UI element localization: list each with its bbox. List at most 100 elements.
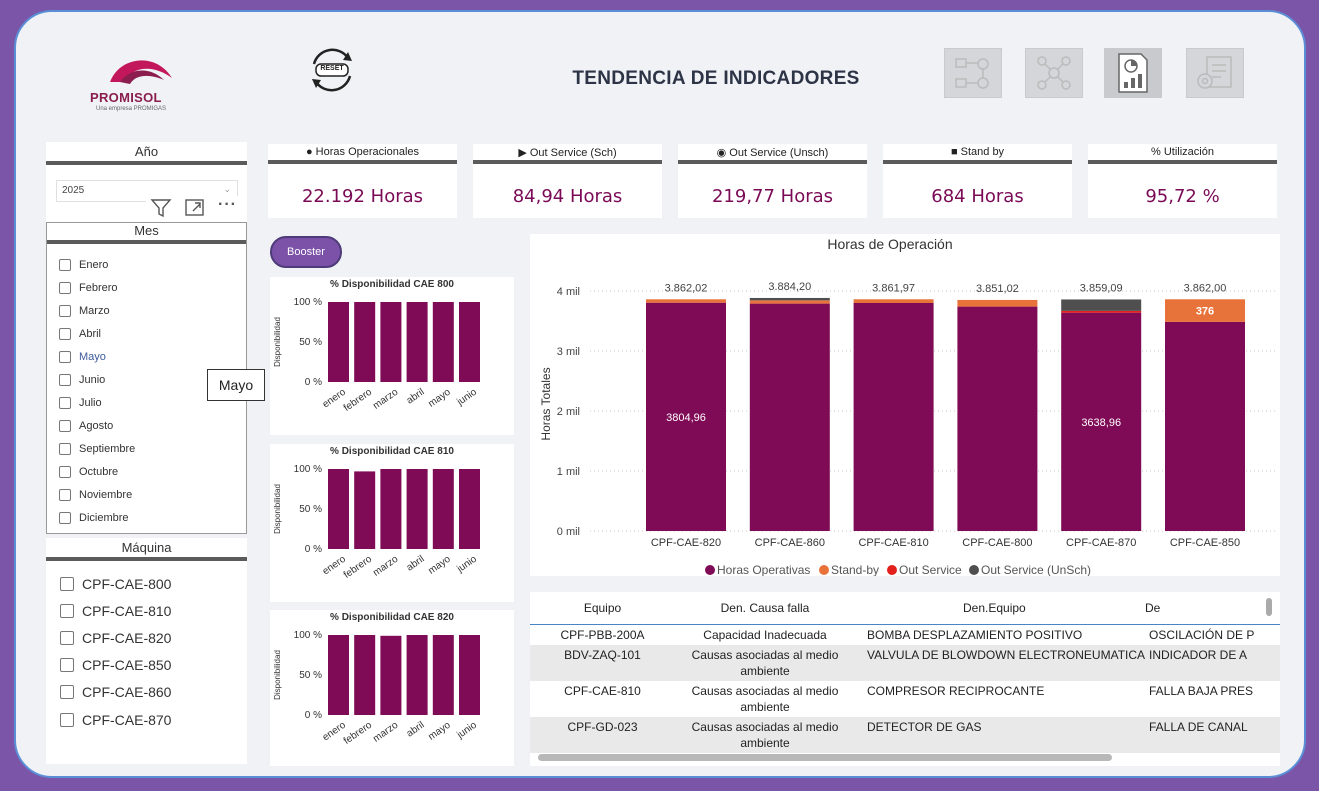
operation-hours-svg: Horas de Operación Horas Totales 0 mil 1 mi… (539, 236, 1275, 577)
checkbox-icon[interactable] (59, 465, 71, 478)
table-cell: CPF-CAE-810 (564, 683, 641, 698)
month-option[interactable]: Abril (59, 322, 246, 345)
table-row[interactable]: CPF-GD-023 Causas asociadas al medio ambi… (530, 716, 1280, 753)
kpi-value: 84,94 Horas (512, 186, 623, 207)
checkbox-icon[interactable] (59, 281, 71, 294)
availability-bar (380, 469, 402, 549)
machine-slicer-title: Máquina (121, 540, 172, 555)
checkbox-icon[interactable] (59, 350, 71, 363)
x-tick-label: marzo (371, 719, 400, 744)
checkbox-icon[interactable] (60, 712, 74, 727)
machine-option[interactable]: CPF-CAE-850 (60, 652, 247, 679)
logo-subtitle: Una empresa PROMIGAS (96, 106, 167, 112)
machine-option[interactable]: CPF-CAE-810 (60, 597, 247, 624)
machine-option[interactable]: CPF-CAE-820 (60, 624, 247, 651)
month-option[interactable]: Noviembre (59, 483, 246, 506)
machine-option[interactable]: CPF-CAE-870 (60, 706, 247, 733)
availability-bar (328, 302, 349, 382)
checkbox-icon[interactable] (59, 419, 71, 432)
checkbox-icon[interactable] (60, 630, 74, 645)
chevron-down-icon: ⌄ (223, 184, 231, 194)
table-cell: VALVULA DE BLOWDOWN ELECTRONEUMATICA (855, 644, 1145, 681)
nav-people-button[interactable] (1025, 48, 1083, 98)
bar-total-label: 3.862,02 (665, 282, 708, 294)
availability-bar (354, 302, 376, 382)
logo-text: PROMISOL (90, 90, 162, 105)
checkbox-icon[interactable] (59, 304, 71, 317)
month-option[interactable]: Marzo (59, 299, 246, 322)
machine-option-label: CPF-CAE-860 (82, 684, 172, 701)
table-column-header[interactable]: Equipo (583, 600, 622, 615)
logo-swoosh-icon (110, 60, 172, 84)
table-cell: Capacidad Inadecuada (703, 627, 827, 642)
gear-document-icon (1197, 56, 1232, 89)
month-option[interactable]: Octubre (59, 460, 246, 483)
machine-option[interactable]: CPF-CAE-800 (60, 570, 247, 597)
table-column-header[interactable]: Den. Causa falla (720, 600, 810, 615)
reset-label: RESET (320, 65, 344, 72)
table-column-header[interactable]: De (1145, 600, 1161, 615)
month-option-label: Noviembre (79, 488, 133, 501)
machine-option-label: CPF-CAE-810 (82, 602, 172, 619)
checkbox-icon[interactable] (60, 603, 74, 618)
nav-report-button[interactable] (1104, 48, 1162, 98)
stacked-bar-segment (1061, 310, 1142, 313)
table-row[interactable]: CPF-PBB-200A Capacidad Inadecuada BOMBA DE… (530, 624, 1280, 645)
availability-chart: % Disponibilidad CAE 810 Disponibilidad 10… (270, 444, 514, 602)
y-tick-label: 0 % (305, 544, 322, 555)
checkbox-icon[interactable] (60, 658, 74, 673)
table-row[interactable]: CPF-CAE-810 Causas asociadas al medio amb… (530, 681, 1280, 717)
y-tick-label: 0 % (305, 377, 322, 388)
slicer-divider (46, 161, 247, 165)
legend-label: Horas Operativas (717, 563, 810, 576)
month-option[interactable]: Julio (59, 391, 246, 414)
year-slicer: Año 2025 ⌄ ··· (46, 142, 247, 224)
kpi-label: ◉ Out Service (Unsch) (716, 147, 829, 159)
bar-data-label: 3804,96 (666, 412, 706, 424)
availability-bar (406, 302, 428, 382)
checkbox-icon[interactable] (59, 488, 71, 501)
legend-marker (819, 565, 829, 575)
checkbox-icon[interactable] (59, 258, 71, 271)
month-option[interactable]: Diciembre (59, 506, 246, 529)
month-option[interactable]: Mayo (59, 345, 246, 368)
month-option[interactable]: Enero (59, 253, 246, 276)
machine-option[interactable]: CPF-CAE-860 (60, 679, 247, 706)
legend-marker (887, 565, 897, 575)
kpi-value: 219,77 Horas (711, 186, 834, 207)
legend-label: Stand-by (831, 563, 879, 576)
kpi-card: ■ Stand by 684 Horas (883, 144, 1072, 218)
nav-settings-button[interactable] (1186, 48, 1244, 98)
checkbox-icon[interactable] (59, 327, 71, 340)
focus-mode-icon[interactable] (184, 197, 206, 219)
booster-button[interactable]: Booster (270, 236, 342, 268)
kpi-divider (883, 160, 1072, 164)
more-options-icon[interactable]: ··· (218, 196, 237, 213)
vertical-scrollbar[interactable] (1266, 598, 1272, 616)
month-slicer-title: Mes (134, 223, 159, 238)
reset-button[interactable]: RESET (304, 42, 360, 98)
checkbox-icon[interactable] (59, 442, 71, 455)
checkbox-icon[interactable] (60, 576, 74, 591)
checkbox-icon[interactable] (59, 396, 71, 409)
machine-option-label: CPF-CAE-800 (82, 575, 172, 592)
horizontal-scrollbar[interactable] (538, 754, 1112, 761)
hover-tooltip: Mayo (207, 369, 265, 401)
month-option-label: Junio (79, 373, 106, 386)
table-column-header[interactable]: Den.Equipo (963, 600, 1026, 615)
month-option[interactable]: Agosto (59, 414, 246, 437)
stacked-bar-segment (853, 303, 934, 531)
month-option-label: Septiembre (79, 442, 136, 455)
checkbox-icon[interactable] (59, 373, 71, 386)
month-option[interactable]: Septiembre (59, 437, 246, 460)
month-option[interactable]: Junio (59, 368, 246, 391)
table-row[interactable]: BDV-ZAQ-101 Causas asociadas al medio amb… (530, 644, 1280, 681)
checkbox-icon[interactable] (60, 685, 74, 700)
bar-data-label: 3638,96 (1081, 417, 1121, 429)
legend-marker (969, 565, 979, 575)
nav-process-button[interactable] (944, 48, 1002, 98)
filter-icon[interactable] (150, 197, 172, 219)
checkbox-icon[interactable] (59, 511, 71, 524)
month-option[interactable]: Febrero (59, 276, 246, 299)
